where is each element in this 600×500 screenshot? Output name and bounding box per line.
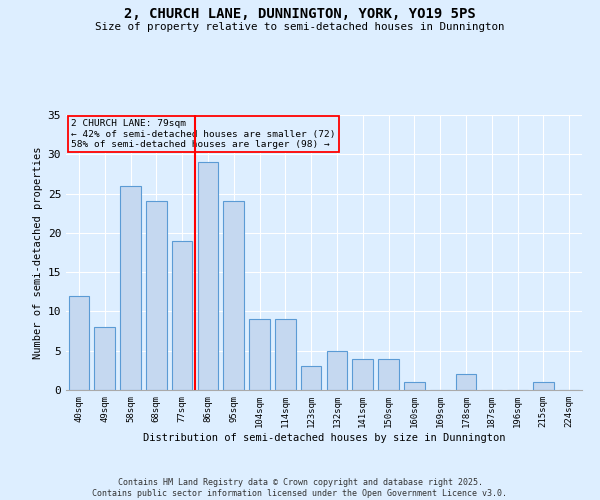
Text: Size of property relative to semi-detached houses in Dunnington: Size of property relative to semi-detach… [95,22,505,32]
Bar [352,358,373,390]
Bar [94,327,115,390]
Bar [120,186,141,390]
Text: 2, CHURCH LANE, DUNNINGTON, YORK, YO19 5PS: 2, CHURCH LANE, DUNNINGTON, YORK, YO19 5… [124,8,476,22]
Text: 2 CHURCH LANE: 79sqm
← 42% of semi-detached houses are smaller (72)
58% of semi-: 2 CHURCH LANE: 79sqm ← 42% of semi-detac… [71,119,335,149]
Y-axis label: Number of semi-detached properties: Number of semi-detached properties [34,146,43,359]
Bar [249,320,270,390]
Bar [68,296,89,390]
Bar [197,162,218,390]
Bar [223,202,244,390]
Text: Contains HM Land Registry data © Crown copyright and database right 2025.
Contai: Contains HM Land Registry data © Crown c… [92,478,508,498]
Bar [378,358,399,390]
Bar [172,240,193,390]
X-axis label: Distribution of semi-detached houses by size in Dunnington: Distribution of semi-detached houses by … [143,432,505,442]
Bar [275,320,296,390]
Bar [301,366,322,390]
Bar [404,382,425,390]
Bar [326,350,347,390]
Bar [146,202,167,390]
Bar [455,374,476,390]
Bar [533,382,554,390]
